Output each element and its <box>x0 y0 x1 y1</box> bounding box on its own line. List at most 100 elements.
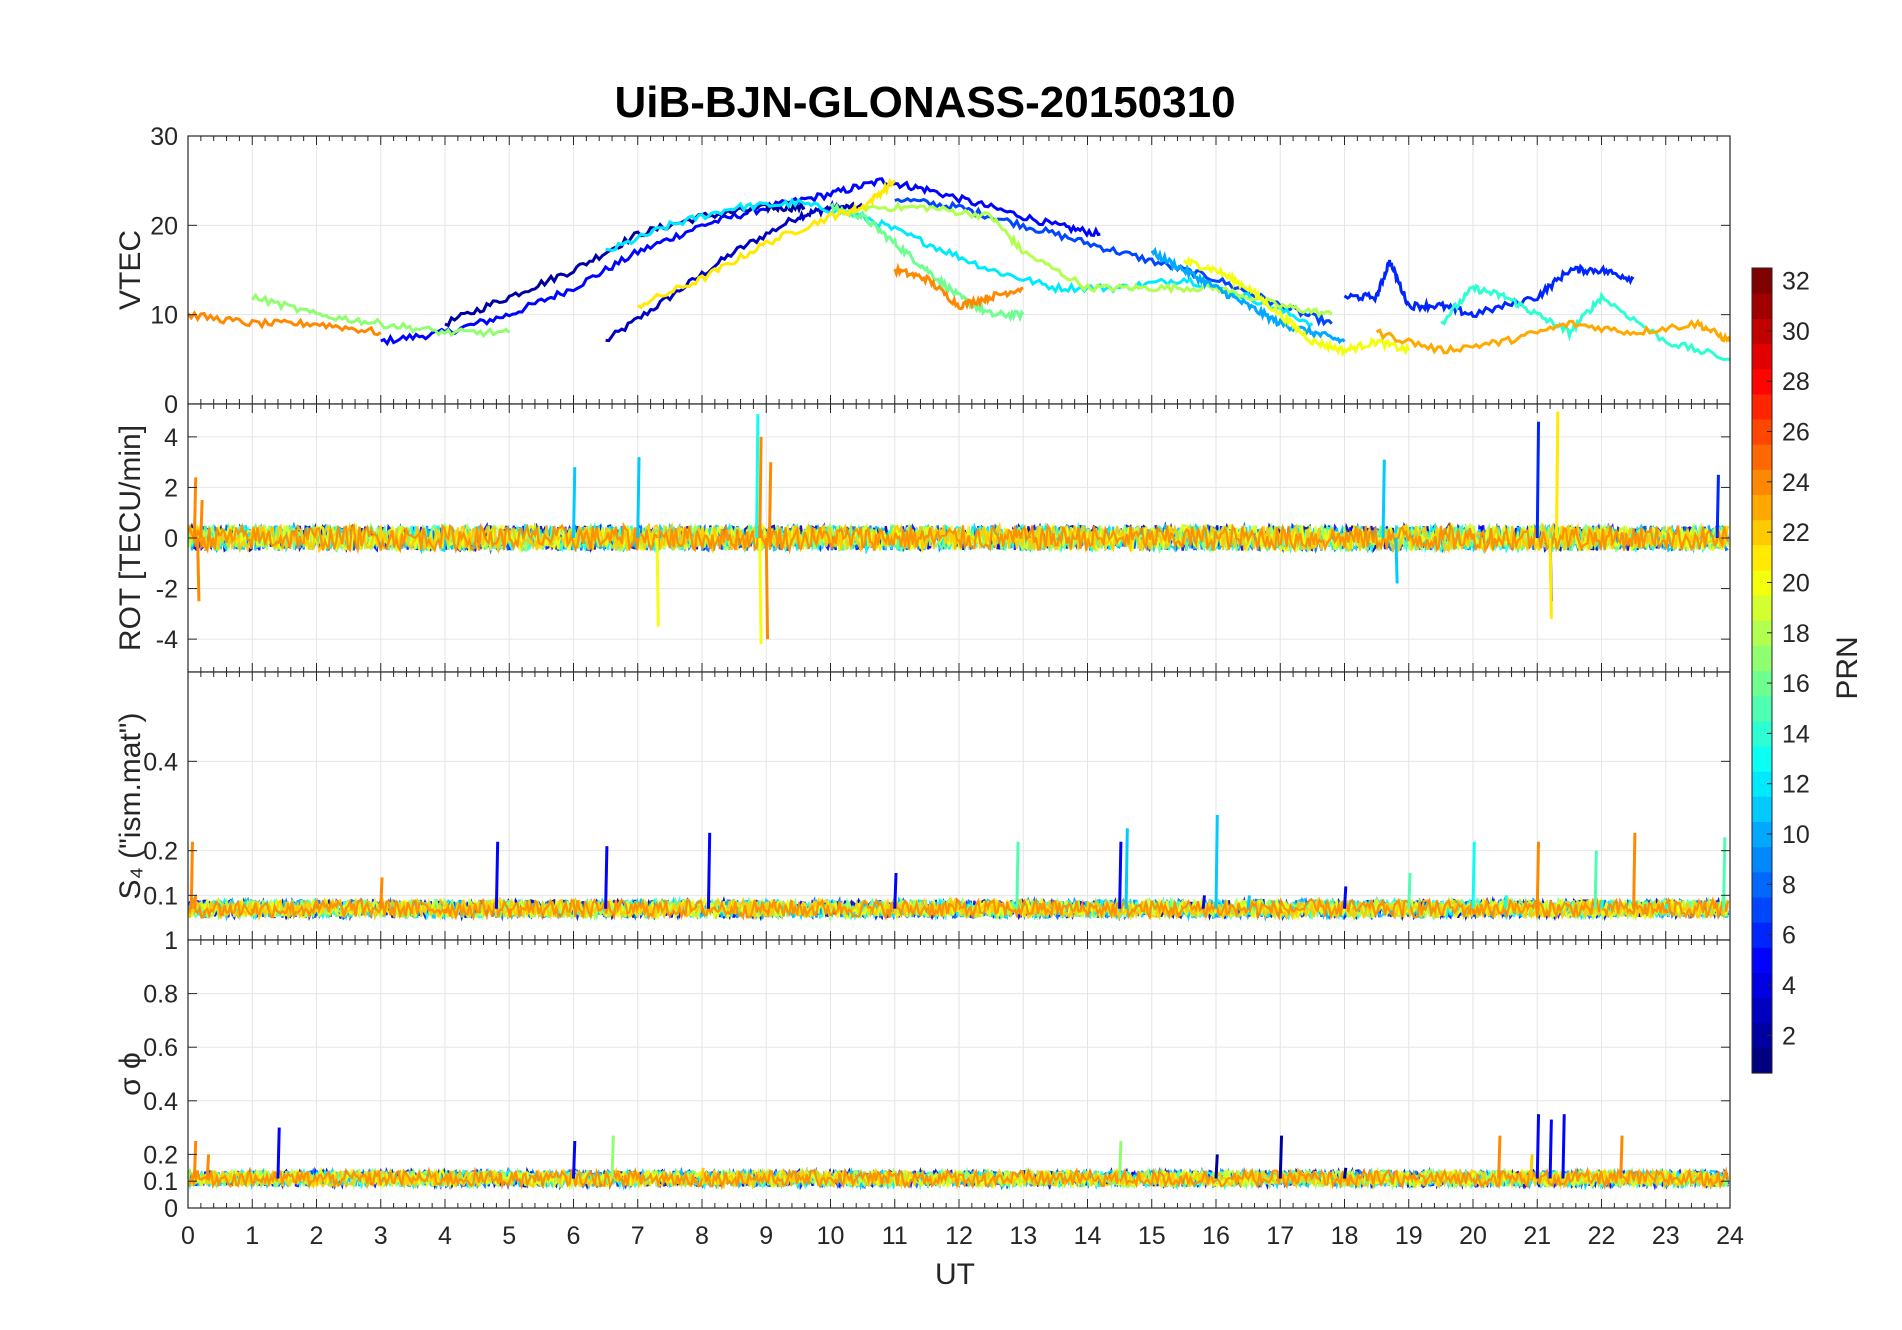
x-tick-label: 18 <box>1331 1222 1359 1250</box>
series-spike <box>1278 1135 1284 1179</box>
series-spike <box>1343 1167 1348 1179</box>
series-spike <box>1535 1114 1541 1179</box>
series-spike <box>494 841 500 909</box>
series-group <box>188 177 1730 362</box>
colorbar-segment <box>1752 368 1772 395</box>
y-tick-label: 0.1 <box>143 882 178 910</box>
series-spike <box>1619 1135 1624 1179</box>
series-line <box>188 1166 1730 1191</box>
series-group <box>188 1114 1730 1191</box>
y-tick-label: 0.8 <box>143 981 178 1009</box>
colorbar-tick-label: 6 <box>1782 922 1796 950</box>
y-tick-label: 0 <box>164 1195 178 1223</box>
y-axis-label: S₄ ("ism.mat") <box>114 713 147 900</box>
series-spike <box>1664 903 1669 910</box>
series-spike <box>507 908 513 918</box>
series-group <box>188 411 1730 645</box>
x-tick-label: 13 <box>1009 1222 1037 1250</box>
x-tick-label: 22 <box>1588 1222 1616 1250</box>
series-spike <box>315 903 320 910</box>
series-spike <box>1394 537 1399 584</box>
x-tick-label: 3 <box>374 1222 388 1250</box>
axes-frame <box>187 939 1731 1209</box>
series-spike <box>572 467 577 539</box>
y-tick-label: 0.4 <box>143 1088 178 1116</box>
colorbar-segment <box>1752 922 1772 948</box>
colorbar-tick-label: 28 <box>1782 368 1810 396</box>
series-line <box>1150 246 1346 345</box>
series-line <box>251 292 511 339</box>
y-tick-label: 0.6 <box>143 1034 178 1062</box>
series-spike <box>189 841 194 909</box>
colorbar-segment <box>1752 544 1772 571</box>
series-spike <box>1343 886 1348 909</box>
y-tick-label: 0.1 <box>143 1168 178 1196</box>
x-tick-label: 20 <box>1459 1222 1487 1250</box>
colorbar-tick-label: 32 <box>1782 268 1810 296</box>
series-spike <box>192 477 198 539</box>
x-tick-label: 6 <box>567 1222 581 1250</box>
series-spike <box>1118 1140 1123 1179</box>
series-spike <box>192 1140 198 1179</box>
chart-title: UiB-BJN-GLONASS-20150310 <box>614 78 1235 127</box>
series-spike <box>1124 828 1129 909</box>
series-spike <box>764 537 770 640</box>
colorbar-segment <box>1752 393 1772 420</box>
series-spike <box>700 908 705 914</box>
series-spike <box>1497 1135 1502 1179</box>
x-tick-label: 2 <box>310 1222 324 1250</box>
series-spike <box>1535 841 1541 909</box>
colorbar-tick-label: 4 <box>1782 972 1796 1000</box>
x-tick-label: 24 <box>1716 1222 1744 1250</box>
series-spike <box>1278 908 1283 914</box>
colorbar-segment <box>1752 519 1772 546</box>
y-tick-label: 4 <box>164 424 178 452</box>
series-spike <box>758 537 763 645</box>
series-spike <box>755 414 760 539</box>
colorbar-tick-label: 16 <box>1782 670 1810 698</box>
colorbar-tick-label: 10 <box>1782 821 1810 849</box>
series-line <box>637 177 896 310</box>
series-line <box>605 197 1314 328</box>
series-spike <box>758 436 763 539</box>
colorbar-segment <box>1752 871 1772 898</box>
x-tick-label: 16 <box>1202 1222 1230 1250</box>
colorbar-segment <box>1752 997 1772 1024</box>
colorbar-segment <box>1752 972 1772 999</box>
y-tick-label: 0.4 <box>143 748 178 776</box>
x-tick-label: 17 <box>1266 1222 1294 1250</box>
colorbar-tick-label: 8 <box>1782 871 1796 899</box>
colorbar-segment <box>1752 821 1772 848</box>
series-spike <box>196 537 201 602</box>
colorbar-tick-label: 22 <box>1782 519 1810 547</box>
colorbar-segment <box>1752 771 1772 797</box>
x-tick-label: 0 <box>181 1222 195 1250</box>
series-spike <box>1548 1119 1553 1179</box>
series-spike <box>655 537 660 627</box>
series-line <box>188 310 382 337</box>
y-tick-label: 0 <box>164 525 178 553</box>
colorbar-segment <box>1752 695 1772 722</box>
y-tick-label: 10 <box>150 302 178 330</box>
series-line <box>894 197 1333 327</box>
colorbar-segment <box>1752 620 1772 646</box>
y-tick-label: 2 <box>164 474 178 502</box>
colorbar-segment <box>1752 1022 1772 1049</box>
series-line <box>188 521 1730 555</box>
panel-3: 0.1 0.2 0.4S₄ ("ism.mat") <box>114 671 1731 941</box>
x-tick-label: 15 <box>1138 1222 1166 1250</box>
x-tick-label: 23 <box>1652 1222 1680 1250</box>
colorbar-segment <box>1752 846 1772 873</box>
series-spike <box>1118 841 1123 909</box>
x-tick-label: 14 <box>1074 1222 1102 1250</box>
x-tick-label: 5 <box>502 1222 516 1250</box>
colorbar-segment <box>1752 268 1772 294</box>
series-spike <box>604 846 609 909</box>
x-tick-label: 9 <box>759 1222 773 1250</box>
series-spike <box>1529 1154 1534 1179</box>
colorbar-segment <box>1752 796 1772 823</box>
series-spike <box>1471 841 1476 909</box>
y-tick-label: 0 <box>164 391 178 419</box>
colorbar-segment <box>1752 595 1772 621</box>
